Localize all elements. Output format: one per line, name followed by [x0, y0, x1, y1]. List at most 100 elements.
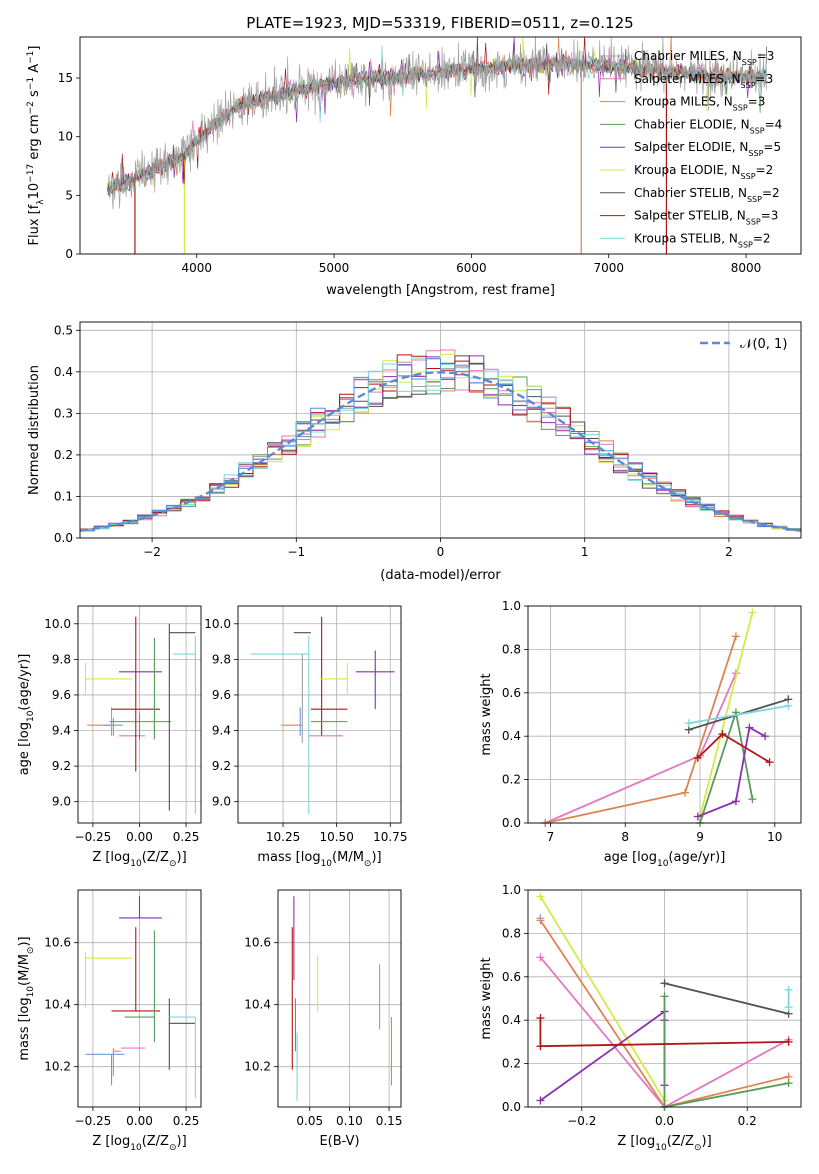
x-tick-label: 4000 [181, 261, 212, 275]
histogram-normal_fit [80, 358, 801, 532]
legend-sub: SSP [738, 240, 753, 249]
label-part: −17 [26, 164, 36, 183]
spectrum-chabrier_miles [107, 37, 768, 210]
y-tick-label: 9.0 [52, 795, 71, 809]
x-tick-label: 0.05 [296, 1114, 323, 1128]
y-tick-label: 9.6 [212, 688, 231, 702]
x-tick-label: −2 [143, 545, 161, 559]
legend-label: Salpeter MILES, NSSP=3 [634, 72, 773, 90]
legend-count: 3 [767, 49, 775, 63]
x-tick-label: 10.75 [373, 830, 407, 844]
series-kroupa_stelib [688, 704, 789, 725]
label-part: )] [371, 850, 381, 865]
label-part: Flux [f [27, 204, 42, 245]
x-tick-label: 0.2 [738, 1114, 757, 1128]
y-tick-label: 10.0 [204, 617, 231, 631]
x-tick-label: 0.10 [336, 1114, 363, 1128]
label-part: ] [27, 46, 42, 51]
y-tick-label: 10 [58, 130, 73, 144]
legend-label: Chabrier STELIB, NSSP=2 [634, 186, 780, 204]
x-tick-label: 0.0 [655, 1114, 674, 1128]
legend-n: , N [725, 49, 742, 63]
legend-name: Kroupa STELIB [634, 231, 721, 245]
axes-age_vs_z: −0.25 0.00 0.259.09.29.49.69.810.0Z [log10… [17, 605, 202, 869]
y-tick-label: 9.4 [212, 724, 231, 738]
axes-frame [77, 605, 202, 824]
series-chabrier_elodie [699, 712, 754, 824]
label-part: mass [log [17, 997, 32, 1060]
y-tick-label: 5 [65, 188, 73, 202]
label-part: 10 [26, 986, 36, 998]
y-tick-label: 9.0 [212, 795, 231, 809]
label-part: erg cm [27, 114, 42, 163]
series-kroupa_elodie [539, 896, 666, 1101]
x-tick-label: 10.50 [319, 830, 353, 844]
x-axis-label: (data-model)/error [380, 568, 501, 583]
series-kroupa_miles [545, 636, 737, 824]
x-tick-label: 7000 [593, 261, 624, 275]
x-axis-label: Z [log10(Z/Z⊙)] [92, 850, 186, 869]
x-tick-label: −0.2 [567, 1114, 596, 1128]
legend-n: , N [733, 117, 750, 131]
legend-sub: SSP [750, 126, 765, 135]
y-tick-label: 0 [65, 247, 73, 261]
legend-count: 4 [775, 117, 783, 131]
y-tick-label: 15 [58, 71, 73, 85]
legend-name: Salpeter ELODIE [634, 140, 732, 154]
legend-sub: SSP [741, 80, 756, 89]
label-part: 10 [657, 859, 669, 869]
label-part: age [log [17, 722, 32, 775]
y-tick-label: 0.4 [54, 365, 73, 379]
legend-sub: SSP [741, 172, 756, 181]
legend-sub: SSP [747, 194, 762, 203]
axes-weight_vs_z: −0.2 0.0 0.2 0.0 0.2 0.4 0.6 0.8 1.0 Z [log10(Z/Z… [479, 883, 802, 1153]
label-part: s [27, 90, 42, 101]
label-part: (M/M [332, 850, 364, 865]
x-tick-label: −0.25 [75, 830, 112, 844]
label-part: λ [36, 199, 46, 205]
series-kroupa_elodie [699, 612, 754, 817]
axes-frame [77, 889, 202, 1108]
legend-count: 3 [766, 72, 774, 86]
y-tick-label: 9.8 [212, 652, 231, 666]
axes-frame [237, 605, 402, 824]
x-axis-label: Z [log10(Z/Z⊙)] [617, 1134, 711, 1153]
label-part: (M/M [17, 954, 32, 986]
axes-age_vs_mass: 10.25 10.50 10.75 9.0 9.2 9.4 9.6 9.8 10.0 mass [… [204, 605, 407, 869]
label-part: )] [177, 1134, 187, 1149]
legend-count: 2 [766, 163, 774, 177]
x-tick-label: 10.25 [266, 830, 300, 844]
y-tick-label: 9.4 [52, 724, 71, 738]
y-axis-label: mass weight [479, 957, 494, 1039]
legend-name: Chabrier ELODIE [634, 117, 733, 131]
legend-label: 𝒩(0, 1) [740, 337, 787, 352]
label-part: )] [17, 936, 32, 946]
label-part: ⊙ [169, 859, 177, 869]
label-part: (Z/Z [142, 850, 169, 865]
x-axis-label: Z [log10(Z/Z⊙)] [92, 1134, 186, 1153]
legend-name: Salpeter STELIB [634, 209, 729, 223]
x-tick-label: −0.25 [75, 1114, 112, 1128]
axes-spectrum: 4000 5000 6000 7000 8000 0 5 10 15 PLATE=1923, MJ… [26, 14, 802, 298]
label-part: 10 [27, 183, 42, 200]
legend-eq: = [753, 231, 763, 245]
y-tick-label: 1.0 [502, 599, 521, 613]
legend-n: , N [724, 163, 741, 177]
legend-label: Salpeter STELIB, NSSP=3 [634, 209, 778, 227]
y-tick-label: 0.3 [54, 406, 73, 420]
legend-eq: = [756, 72, 766, 86]
axes-frame [79, 321, 802, 539]
y-axis-label: mass weight [479, 673, 494, 755]
y-tick-label: 10.4 [44, 998, 71, 1012]
x-axis-label: E(B-V) [319, 1134, 359, 1149]
x-tick-label: 0.00 [126, 1114, 153, 1128]
legend-eq: = [762, 186, 772, 200]
legend-sub: SSP [742, 58, 757, 67]
y-tick-label: 10.2 [44, 1060, 71, 1074]
y-tick-label: 0.8 [502, 926, 521, 940]
label-part: )] [702, 1134, 712, 1149]
label-part: 10 [655, 1143, 667, 1153]
y-tick-label: 9.8 [52, 652, 71, 666]
y-tick-label: 0.8 [502, 642, 521, 656]
